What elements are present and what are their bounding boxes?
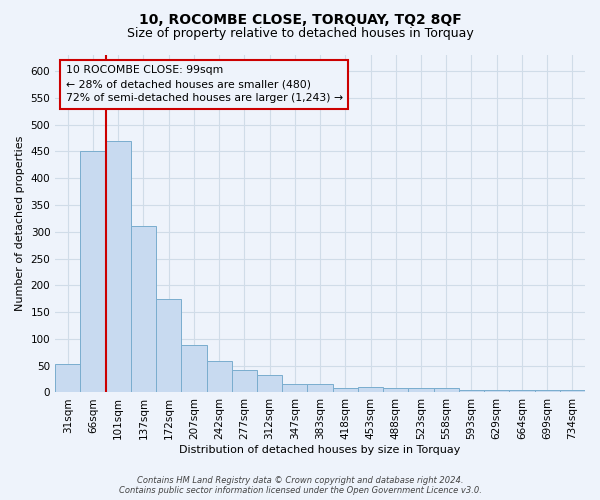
Bar (459, 390, 484, 392)
Bar (358, 387, 383, 392)
Bar (560, 390, 585, 392)
Text: 10 ROCOMBE CLOSE: 99sqm
← 28% of detached houses are smaller (480)
72% of semi-d: 10 ROCOMBE CLOSE: 99sqm ← 28% of detache… (66, 65, 343, 103)
Bar (409, 388, 434, 392)
Bar (80, 151, 106, 392)
Bar (131, 226, 156, 392)
Bar (307, 384, 332, 392)
Bar (181, 346, 206, 393)
Bar (509, 390, 535, 392)
Text: 10, ROCOMBE CLOSE, TORQUAY, TQ2 8QF: 10, ROCOMBE CLOSE, TORQUAY, TQ2 8QF (139, 12, 461, 26)
Bar (232, 370, 257, 392)
Text: Size of property relative to detached houses in Torquay: Size of property relative to detached ho… (127, 28, 473, 40)
Bar (434, 388, 459, 392)
Bar (332, 388, 358, 392)
Bar (106, 140, 131, 392)
Bar (206, 362, 232, 392)
Bar (383, 388, 409, 392)
Bar (257, 376, 282, 392)
Bar (282, 384, 307, 392)
Bar (55, 364, 80, 392)
Bar (535, 390, 560, 392)
Y-axis label: Number of detached properties: Number of detached properties (15, 136, 25, 312)
Bar (484, 390, 509, 392)
Text: Contains HM Land Registry data © Crown copyright and database right 2024.
Contai: Contains HM Land Registry data © Crown c… (119, 476, 481, 495)
Bar (156, 298, 181, 392)
X-axis label: Distribution of detached houses by size in Torquay: Distribution of detached houses by size … (179, 445, 461, 455)
